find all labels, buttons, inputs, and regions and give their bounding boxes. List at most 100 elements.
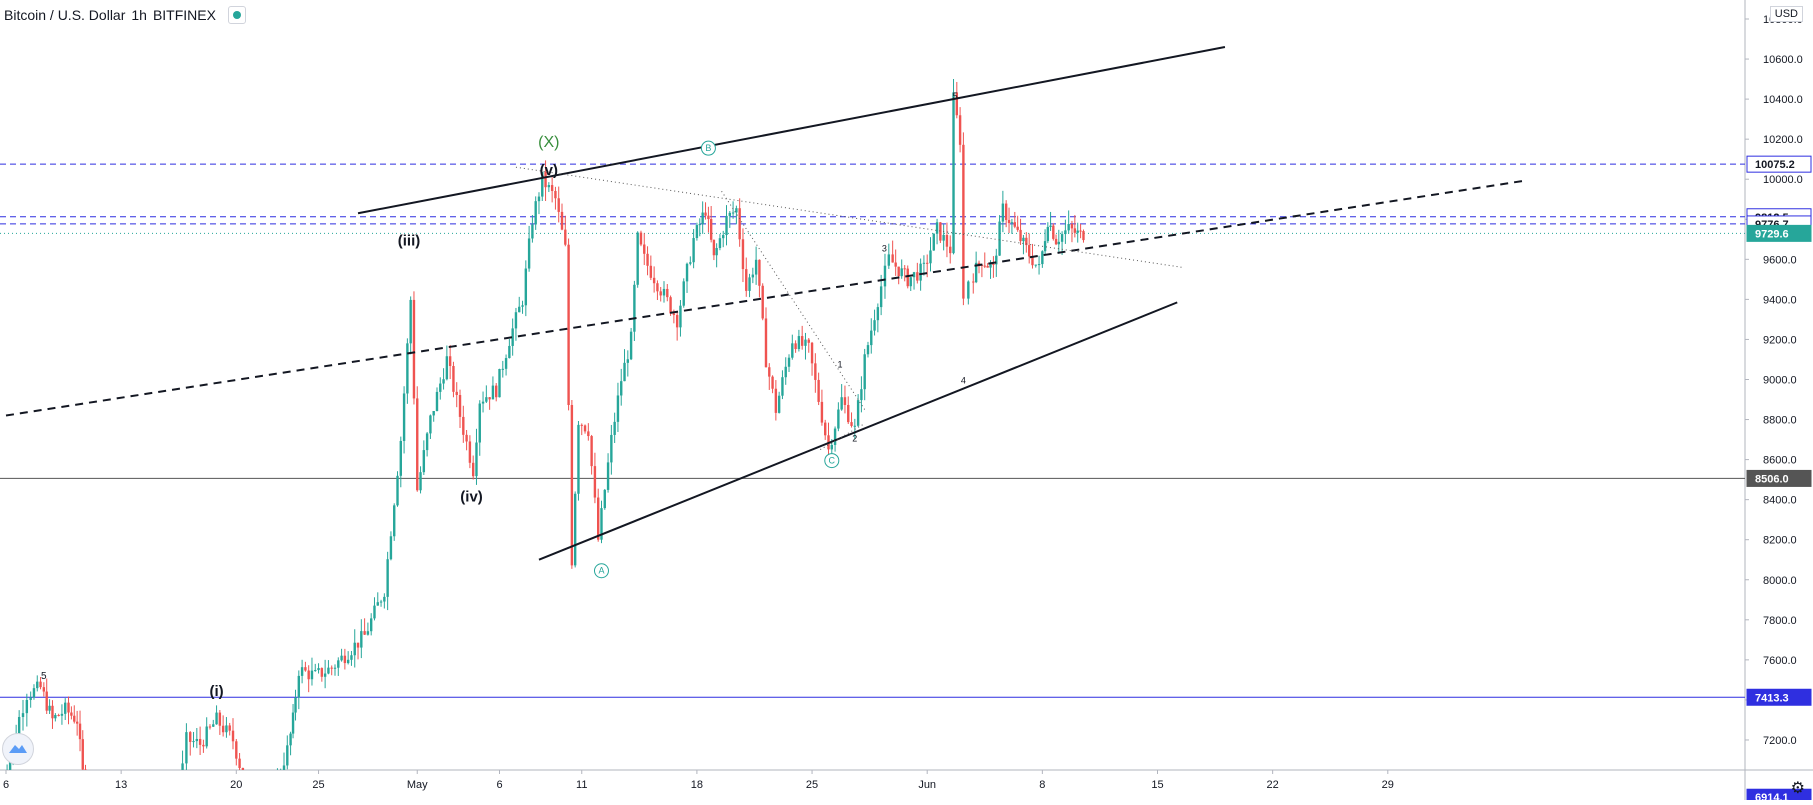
candle-body bbox=[333, 667, 337, 669]
candle-body bbox=[386, 559, 389, 597]
candle-body bbox=[297, 675, 301, 698]
time-tick-label: 11 bbox=[576, 779, 587, 791]
gear-icon[interactable]: ⚙ bbox=[1790, 780, 1805, 797]
candle-body bbox=[633, 284, 636, 332]
dotted-triangle-upper[interactable] bbox=[515, 166, 1183, 268]
candle-body bbox=[376, 602, 379, 606]
candle-body bbox=[712, 239, 716, 256]
price-tick-label: 7200.0 bbox=[1763, 735, 1797, 747]
candle-body bbox=[60, 713, 64, 716]
candle-body bbox=[929, 250, 932, 264]
price-tick-label: 7800.0 bbox=[1763, 615, 1797, 627]
candle-body bbox=[396, 475, 399, 506]
wave-label[interactable]: (v) bbox=[540, 162, 558, 179]
upper-channel-line[interactable] bbox=[357, 46, 1226, 215]
candle-body bbox=[781, 377, 784, 396]
candle-body bbox=[949, 246, 952, 254]
price-level-badge[interactable] bbox=[1746, 155, 1812, 173]
candle-body bbox=[314, 670, 317, 672]
candle-body bbox=[666, 288, 669, 298]
candle-body bbox=[448, 356, 452, 367]
candle-body bbox=[289, 733, 292, 746]
candle-body bbox=[715, 248, 718, 256]
wave-label-circle[interactable] bbox=[700, 140, 716, 156]
time-tick-label: 13 bbox=[115, 779, 127, 791]
eye-icon[interactable] bbox=[227, 6, 246, 24]
price-tick-label: 8800.0 bbox=[1763, 415, 1797, 427]
wave-label[interactable]: 1 bbox=[838, 359, 843, 369]
candle-body bbox=[252, 794, 254, 800]
candle-body bbox=[185, 732, 188, 764]
candle-body bbox=[897, 266, 900, 277]
wave-label[interactable]: 4 bbox=[961, 375, 966, 385]
wave-label[interactable]: B bbox=[705, 143, 711, 153]
candle-body bbox=[198, 738, 202, 745]
price-level-badge[interactable] bbox=[1746, 688, 1812, 706]
tradingview-logo-icon[interactable] bbox=[2, 733, 34, 765]
candle-body bbox=[1076, 230, 1079, 233]
symbol-legend[interactable]: Bitcoin / U.S. Dollar 1h BITFINEX bbox=[4, 6, 246, 24]
candle-body bbox=[866, 345, 870, 355]
candle-body bbox=[600, 508, 603, 540]
candle-body bbox=[29, 697, 32, 700]
candle-body bbox=[317, 668, 320, 671]
candle-body bbox=[768, 367, 771, 377]
candle-body bbox=[1031, 256, 1034, 266]
currency-label[interactable]: USD bbox=[1769, 6, 1803, 22]
candle-body bbox=[439, 383, 442, 392]
candle-body bbox=[977, 262, 981, 265]
candle-body bbox=[1027, 245, 1031, 257]
plot-area[interactable]: (X) (v) (iii) (iv) (i) 5 B A C 5 3 4 1 2 bbox=[0, 46, 1745, 800]
candle-body bbox=[1010, 222, 1014, 224]
candle-body bbox=[616, 395, 620, 422]
wave-label[interactable]: 3 bbox=[882, 243, 887, 253]
candle-body bbox=[580, 424, 583, 426]
candle-body bbox=[564, 229, 567, 245]
candle-body bbox=[675, 315, 679, 328]
lower-channel-line[interactable] bbox=[538, 301, 1178, 561]
middle-dashed-line[interactable] bbox=[5, 179, 1528, 417]
wave-label[interactable]: 5 bbox=[953, 91, 958, 101]
wave-label[interactable]: (iii) bbox=[398, 232, 421, 249]
wave-label[interactable]: 2 bbox=[852, 434, 857, 444]
candle-body bbox=[916, 272, 919, 281]
candle-body bbox=[701, 212, 704, 225]
dotted-wedge-bottom[interactable] bbox=[820, 423, 865, 451]
candle-body bbox=[939, 222, 942, 241]
candle-body bbox=[508, 345, 511, 359]
candle-body bbox=[1016, 226, 1019, 230]
wave-label[interactable]: A bbox=[598, 566, 604, 576]
candle-body bbox=[340, 655, 343, 661]
candle-body bbox=[900, 268, 903, 277]
wave-label-circle[interactable] bbox=[593, 563, 609, 579]
wave-label[interactable]: (X) bbox=[538, 134, 559, 151]
candle-body bbox=[912, 272, 916, 278]
time-tick-label: 29 bbox=[1382, 779, 1394, 791]
candle-body bbox=[748, 277, 751, 291]
candle-body bbox=[195, 738, 199, 742]
candle-body bbox=[541, 172, 544, 197]
candle-body bbox=[511, 328, 514, 346]
candle-body bbox=[659, 291, 662, 296]
price-level-badge[interactable] bbox=[1746, 469, 1812, 487]
candle-body bbox=[491, 385, 495, 400]
candle-body bbox=[725, 215, 728, 236]
candle-body bbox=[346, 659, 350, 664]
candle-body bbox=[485, 397, 488, 402]
candle-body bbox=[504, 358, 508, 369]
wave-label[interactable]: (iv) bbox=[460, 489, 483, 506]
candle-body bbox=[360, 631, 363, 648]
candle-body bbox=[8, 758, 12, 770]
wave-label[interactable]: C bbox=[829, 456, 836, 466]
candle-body bbox=[695, 225, 699, 239]
wave-label[interactable]: 5 bbox=[41, 671, 47, 682]
candle-body bbox=[488, 397, 491, 400]
price-tick-label: 10600.0 bbox=[1763, 54, 1803, 66]
wave-label[interactable]: (i) bbox=[209, 683, 223, 700]
candle-body bbox=[606, 462, 610, 490]
candle-body bbox=[1064, 230, 1067, 235]
price-level-badge[interactable] bbox=[1746, 224, 1812, 242]
wave-label-circle[interactable] bbox=[824, 453, 840, 469]
